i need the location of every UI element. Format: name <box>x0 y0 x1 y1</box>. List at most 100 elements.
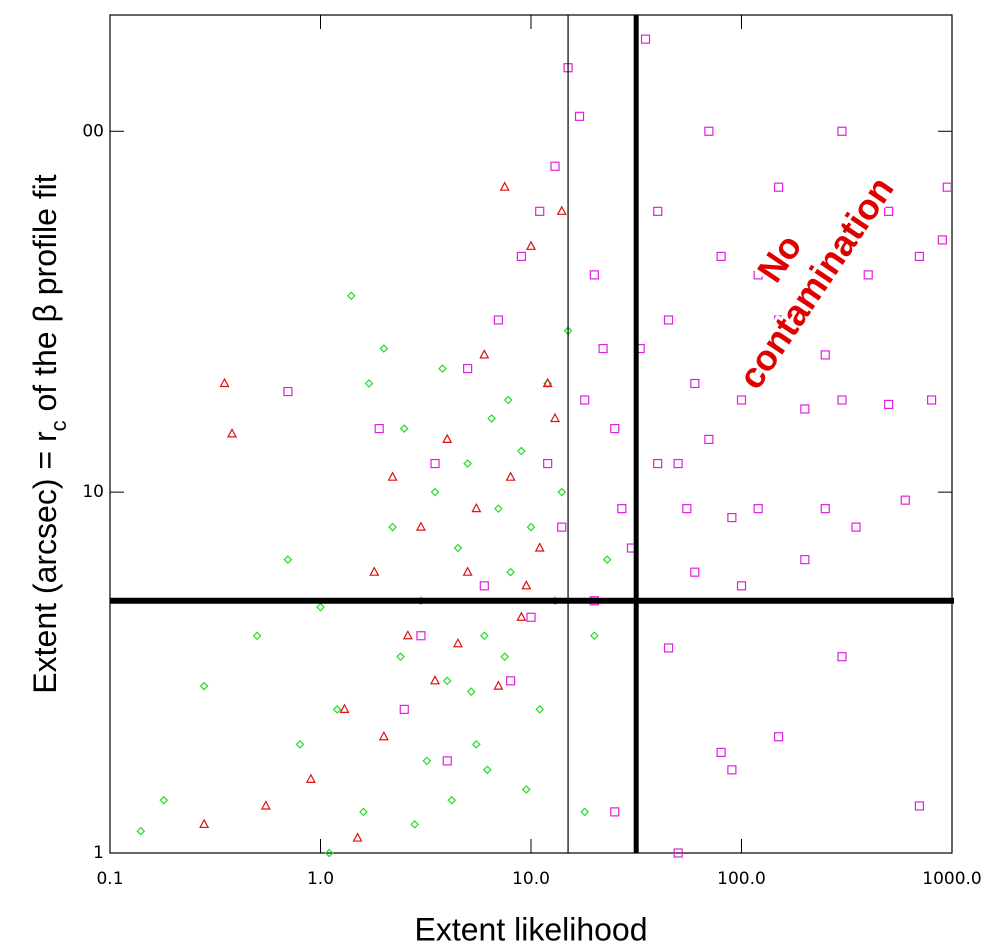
point <box>260 800 271 810</box>
point <box>199 818 210 829</box>
y-tick-label: 1 <box>93 843 104 863</box>
point <box>487 414 496 423</box>
point <box>521 580 532 590</box>
point <box>430 458 440 469</box>
point <box>463 363 473 374</box>
point <box>589 270 599 280</box>
point <box>324 848 334 858</box>
point <box>800 404 810 414</box>
point <box>505 471 516 481</box>
point <box>900 495 910 505</box>
point <box>499 181 510 191</box>
point <box>471 502 482 513</box>
point <box>820 504 830 514</box>
point <box>283 386 293 397</box>
x-tick-label: 1.0 <box>307 869 334 889</box>
point <box>453 543 463 553</box>
point <box>471 740 481 749</box>
point <box>753 504 763 514</box>
point <box>556 205 567 215</box>
point <box>716 747 726 758</box>
point <box>914 251 924 262</box>
point <box>535 206 545 216</box>
point <box>773 732 784 742</box>
point <box>479 631 489 641</box>
point <box>727 765 737 775</box>
point <box>534 542 545 552</box>
point <box>438 364 447 373</box>
point <box>617 504 627 514</box>
point <box>773 182 784 192</box>
point <box>837 126 847 136</box>
point <box>442 676 452 686</box>
y-tick-label: 00 <box>82 121 104 141</box>
point <box>462 566 473 576</box>
point <box>590 631 599 641</box>
point <box>580 395 590 405</box>
point <box>690 378 700 389</box>
point <box>800 555 810 565</box>
point <box>399 704 409 714</box>
y-axis-title-subscript: c <box>46 420 71 431</box>
point <box>442 756 452 766</box>
point <box>557 522 567 532</box>
point <box>753 270 763 280</box>
point <box>610 423 620 434</box>
point <box>493 315 503 325</box>
point <box>346 291 356 301</box>
point <box>704 126 714 136</box>
point <box>837 652 847 662</box>
point <box>396 652 405 662</box>
point <box>535 705 545 714</box>
point <box>727 513 737 523</box>
point <box>482 765 492 775</box>
point <box>479 349 490 359</box>
point <box>387 471 398 481</box>
point <box>550 161 560 171</box>
x-tick-label: 10.0 <box>512 869 550 889</box>
point <box>704 434 714 445</box>
point <box>851 522 861 532</box>
point <box>399 424 409 433</box>
point <box>736 395 747 405</box>
point <box>388 522 397 532</box>
point <box>430 675 441 685</box>
point <box>506 567 515 577</box>
point <box>227 428 238 438</box>
x-tick-label: 0.1 <box>96 869 123 889</box>
annotation-text: contamination <box>730 169 902 396</box>
point <box>252 631 262 641</box>
point <box>663 315 674 325</box>
point <box>673 458 683 469</box>
point <box>494 504 503 513</box>
point <box>442 433 453 444</box>
point <box>219 377 230 388</box>
point <box>136 826 146 836</box>
point <box>549 412 560 423</box>
point <box>602 555 612 564</box>
point <box>283 555 293 564</box>
point <box>640 34 651 44</box>
point <box>447 795 457 805</box>
y-tick-label: 10 <box>82 482 104 502</box>
point <box>517 446 526 456</box>
point <box>673 848 683 858</box>
point <box>422 756 432 766</box>
point <box>927 395 937 405</box>
point <box>159 795 169 805</box>
point <box>542 377 553 388</box>
x-tick-label: 1000.0 <box>922 869 981 889</box>
point <box>574 111 585 121</box>
point <box>884 399 894 410</box>
point <box>610 807 620 817</box>
point <box>369 566 380 576</box>
point <box>521 785 531 794</box>
point <box>479 581 489 591</box>
point <box>506 676 516 686</box>
point <box>837 395 847 405</box>
point <box>352 832 363 842</box>
point <box>516 251 526 262</box>
point <box>526 240 536 250</box>
point <box>500 652 510 662</box>
